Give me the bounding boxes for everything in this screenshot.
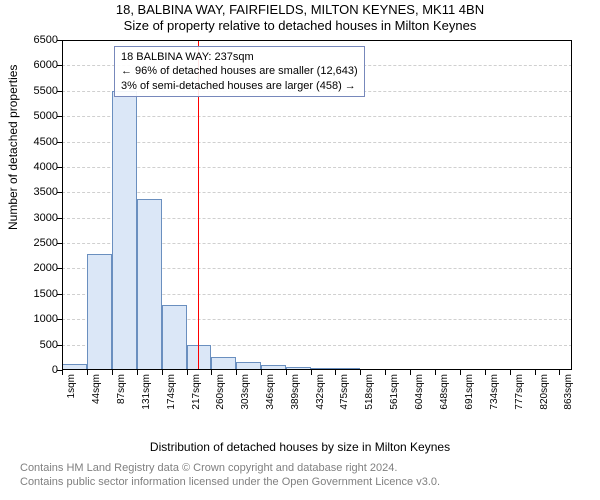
plot-area: 0500100015002000250030003500400045005000… (62, 40, 572, 370)
annotation-line2: ← 96% of detached houses are smaller (12… (121, 64, 358, 78)
x-tick-mark (385, 370, 386, 375)
x-tick-label: 604sqm (414, 374, 425, 410)
y-tick-label: 6000 (34, 59, 58, 71)
x-tick-mark (236, 370, 237, 375)
y-tick-label: 4000 (34, 161, 58, 173)
chart-container: 18, BALBINA WAY, FAIRFIELDS, MILTON KEYN… (0, 0, 600, 500)
annotation-line1: 18 BALBINA WAY: 237sqm (121, 50, 358, 64)
y-tick-label: 6500 (34, 34, 58, 46)
y-tick-label: 1000 (34, 313, 58, 325)
x-tick-label: 389sqm (290, 374, 301, 410)
x-tick-mark (360, 370, 361, 375)
y-tick-label: 2000 (34, 262, 58, 274)
x-tick-label: 648sqm (439, 374, 450, 410)
x-tick-label: 777sqm (514, 374, 525, 410)
y-tick-label: 1500 (34, 288, 58, 300)
x-tick-mark (510, 370, 511, 375)
x-tick-mark (286, 370, 287, 375)
x-tick-label: 217sqm (191, 374, 202, 410)
x-tick-label: 87sqm (116, 374, 127, 404)
y-axis-label: Number of detached properties (6, 65, 20, 230)
x-tick-mark (485, 370, 486, 375)
x-tick-label: 303sqm (240, 374, 251, 410)
chart-title-line2: Size of property relative to detached ho… (0, 18, 600, 33)
x-tick-label: 475sqm (339, 374, 350, 410)
y-tick-label: 5500 (34, 85, 58, 97)
y-tick-label: 3000 (34, 212, 58, 224)
x-tick-mark (335, 370, 336, 375)
y-tick-label: 3500 (34, 186, 58, 198)
x-tick-label: 820sqm (539, 374, 550, 410)
x-tick-mark (137, 370, 138, 375)
x-tick-label: 518sqm (364, 374, 375, 410)
x-tick-label: 346sqm (265, 374, 276, 410)
x-tick-mark (162, 370, 163, 375)
x-tick-mark (62, 370, 63, 375)
y-tick-label: 0 (52, 364, 58, 376)
x-tick-mark (311, 370, 312, 375)
x-tick-mark (535, 370, 536, 375)
x-tick-mark (211, 370, 212, 375)
x-tick-label: 44sqm (91, 374, 102, 404)
x-tick-label: 131sqm (141, 374, 152, 410)
x-tick-label: 734sqm (489, 374, 500, 410)
x-tick-mark (410, 370, 411, 375)
chart-title-line1: 18, BALBINA WAY, FAIRFIELDS, MILTON KEYN… (0, 2, 600, 17)
x-tick-mark (87, 370, 88, 375)
x-axis-label: Distribution of detached houses by size … (0, 440, 600, 454)
x-tick-label: 561sqm (389, 374, 400, 410)
y-tick-label: 4500 (34, 136, 58, 148)
y-tick-label: 5000 (34, 110, 58, 122)
x-tick-mark (187, 370, 188, 375)
x-tick-mark (435, 370, 436, 375)
x-tick-mark (112, 370, 113, 375)
x-tick-label: 863sqm (563, 374, 574, 410)
x-tick-label: 1sqm (66, 374, 77, 398)
y-tick-label: 500 (40, 339, 58, 351)
footer-line1: Contains HM Land Registry data © Crown c… (20, 462, 397, 474)
x-tick-label: 432sqm (315, 374, 326, 410)
annotation-line3: 3% of semi-detached houses are larger (4… (121, 79, 358, 93)
x-tick-mark (460, 370, 461, 375)
annotation-box: 18 BALBINA WAY: 237sqm ← 96% of detached… (114, 46, 365, 97)
x-tick-mark (559, 370, 560, 375)
y-tick-label: 2500 (34, 237, 58, 249)
footer-line2: Contains public sector information licen… (20, 476, 440, 488)
x-tick-mark (261, 370, 262, 375)
x-tick-label: 260sqm (215, 374, 226, 410)
x-tick-label: 691sqm (464, 374, 475, 410)
x-tick-label: 174sqm (166, 374, 177, 410)
